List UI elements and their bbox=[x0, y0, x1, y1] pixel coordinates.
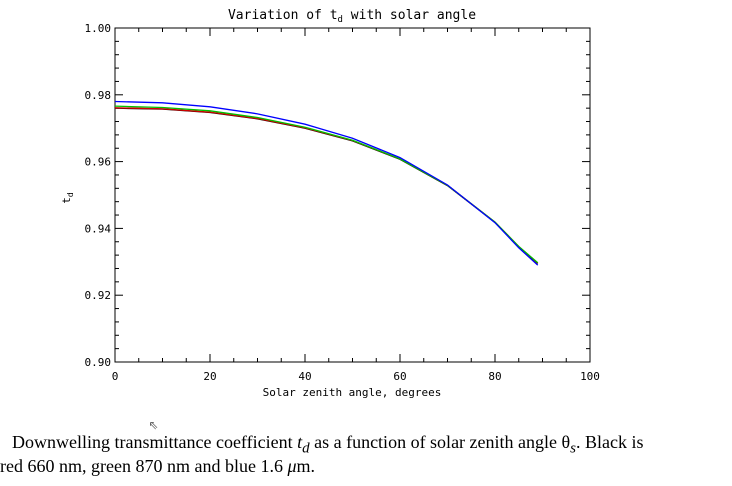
x-tick-label: 0 bbox=[112, 370, 119, 383]
chart: Variation of td with solar angle 0 20 40 60… bbox=[60, 8, 600, 399]
plot-frame bbox=[114, 27, 591, 363]
y-tick-label: 0.98 bbox=[85, 89, 112, 102]
x-tick-label: 40 bbox=[298, 370, 311, 383]
series-line-3 bbox=[114, 100, 539, 266]
y-tick-label: 1.00 bbox=[85, 22, 112, 35]
x-tick-label: 20 bbox=[203, 370, 216, 383]
x-tick-label: 100 bbox=[580, 370, 600, 383]
x-tick-label: 80 bbox=[488, 370, 501, 383]
y-tick-label: 0.92 bbox=[85, 289, 112, 302]
caption-line-1: Downwelling transmittance coefficient td… bbox=[12, 432, 644, 457]
y-axis-label: td bbox=[60, 192, 75, 204]
x-axis-label: Solar zenith angle, degrees bbox=[263, 386, 442, 399]
y-tick-label: 0.94 bbox=[85, 222, 112, 235]
series-line-2 bbox=[114, 105, 539, 264]
x-tick-label: 60 bbox=[393, 370, 406, 383]
y-tick-label: 0.96 bbox=[85, 156, 112, 169]
y-tick-label: 0.90 bbox=[85, 356, 112, 369]
caption-line-2: red 660 nm, green 870 nm and blue 1.6 μm… bbox=[0, 456, 315, 476]
series-line-0 bbox=[114, 107, 539, 264]
chart-title: Variation of td with solar angle bbox=[228, 8, 476, 25]
mouse-cursor-icon: ⇖ bbox=[149, 414, 159, 433]
